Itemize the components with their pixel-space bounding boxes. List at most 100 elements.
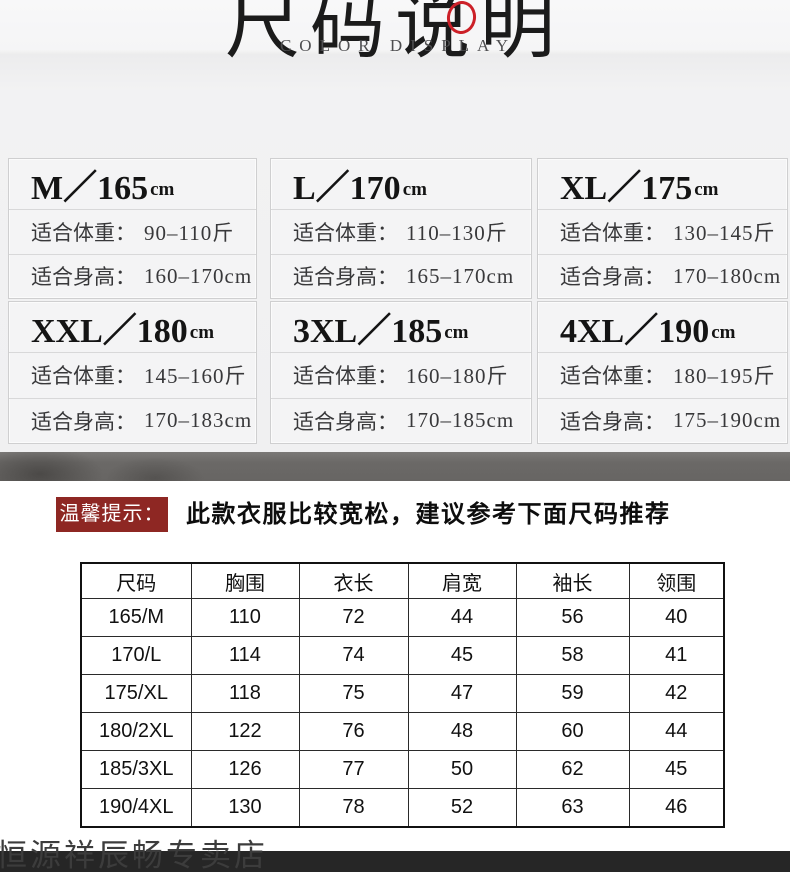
height-label: 适合身高： (31, 409, 136, 434)
size-card-l170: L／170 cm 适合体重： 110–130斤 适合身高： 165–170cm (270, 158, 532, 299)
weight-value: 110–130斤 (406, 220, 508, 245)
tip-badge: 温馨提示： (56, 497, 168, 532)
cell-sleeve: 59 (515, 674, 630, 713)
height-value: 170–180cm (673, 263, 782, 288)
size-unit: cm (711, 322, 736, 343)
photo-strip (0, 452, 790, 481)
cell-shoulder: 47 (407, 674, 517, 713)
table-header-row: 尺码 胸围 衣长 肩宽 袖长 领围 (80, 562, 725, 599)
height-value: 170–185cm (406, 408, 515, 433)
table-row: 165/M 110 72 44 56 40 (80, 598, 725, 637)
size-value: L／170 (293, 169, 401, 207)
cell-size: 165/M (80, 598, 192, 637)
size-card-title: XXL／180 cm (9, 302, 256, 352)
height-row: 适合身高： 160–170cm (9, 253, 256, 299)
size-unit: cm (694, 179, 719, 200)
cell-sleeve: 58 (515, 636, 630, 675)
cell-size: 190/4XL (80, 788, 192, 828)
col-header-size: 尺码 (80, 562, 192, 599)
weight-row: 适合体重： 110–130斤 (271, 209, 531, 254)
height-value: 165–170cm (406, 263, 515, 288)
cell-sleeve: 63 (515, 788, 630, 828)
cell-sleeve: 56 (515, 598, 630, 637)
weight-label: 适合体重： (31, 364, 136, 389)
cell-length: 76 (298, 712, 409, 751)
cell-size: 180/2XL (80, 712, 192, 751)
cell-shoulder: 52 (407, 788, 517, 828)
col-header-collar: 领围 (628, 562, 725, 599)
cell-collar: 46 (628, 788, 725, 828)
height-label: 适合身高： (31, 265, 136, 290)
col-header-shoulder: 肩宽 (407, 562, 517, 599)
bottom-bar (0, 851, 790, 872)
cell-chest: 114 (190, 636, 300, 675)
weight-row: 适合体重： 130–145斤 (538, 209, 787, 254)
cell-length: 75 (298, 674, 409, 713)
cell-shoulder: 50 (407, 750, 517, 789)
col-header-sleeve: 袖长 (515, 562, 630, 599)
cell-length: 72 (298, 598, 409, 637)
size-unit: cm (150, 179, 175, 200)
size-card-title: 4XL／190 cm (538, 302, 787, 352)
size-card-title: M／165 cm (9, 159, 256, 209)
weight-label: 适合体重： (560, 364, 665, 389)
size-unit: cm (189, 322, 215, 343)
size-value: 3XL／185 (293, 312, 443, 350)
weight-row: 适合体重： 90–110斤 (9, 209, 256, 254)
size-table: 尺码 胸围 衣长 肩宽 袖长 领围 165/M 110 72 44 56 40 … (80, 562, 725, 828)
size-value: XL／175 (560, 169, 693, 207)
size-card-4xl190: 4XL／190 cm 适合体重： 180–195斤 适合身高： 175–190cm (537, 301, 788, 444)
weight-value: 90–110斤 (144, 220, 235, 245)
height-value: 160–170cm (144, 263, 253, 288)
cell-length: 77 (298, 750, 409, 789)
weight-label: 适合体重： (560, 220, 665, 245)
page-subtitle: COLOR DISPLAY (279, 36, 517, 55)
size-card-3xl185: 3XL／185 cm 适合体重： 160–180斤 适合身高： 170–185cm (270, 301, 532, 444)
cell-size: 185/3XL (80, 750, 192, 789)
size-value: M／165 (31, 169, 149, 207)
cell-collar: 45 (628, 750, 725, 789)
cell-collar: 42 (628, 674, 725, 713)
table-row: 180/2XL 122 76 48 60 44 (80, 712, 725, 751)
size-card-title: 3XL／185 cm (271, 302, 531, 352)
cell-chest: 110 (190, 598, 300, 637)
height-row: 适合身高： 175–190cm (538, 397, 787, 444)
weight-row: 适合体重： 160–180斤 (271, 352, 531, 398)
weight-value: 180–195斤 (673, 364, 776, 389)
size-unit: cm (402, 179, 427, 200)
weight-value: 145–160斤 (144, 364, 247, 389)
size-card-xl175: XL／175 cm 适合体重： 130–145斤 适合身高： 170–180cm (537, 158, 788, 299)
weight-value: 160–180斤 (406, 364, 509, 389)
height-row: 适合身高： 165–170cm (271, 253, 531, 299)
cell-chest: 126 (190, 750, 300, 789)
weight-label: 适合体重： (31, 220, 136, 245)
weight-value: 130–145斤 (673, 220, 776, 245)
size-card-m165: M／165 cm 适合体重： 90–110斤 适合身高： 160–170cm (8, 158, 257, 299)
height-label: 适合身高： (560, 409, 665, 434)
height-label: 适合身高： (293, 265, 398, 290)
table-row: 175/XL 118 75 47 59 42 (80, 674, 725, 713)
cell-length: 78 (298, 788, 409, 828)
cell-collar: 40 (628, 598, 725, 637)
weight-label: 适合体重： (293, 220, 398, 245)
cell-chest: 130 (190, 788, 300, 828)
height-value: 170–183cm (144, 408, 253, 433)
cell-length: 74 (298, 636, 409, 675)
cell-size: 170/L (80, 636, 192, 675)
store-name: 恒源祥辰畅专卖店 (0, 838, 268, 872)
col-header-chest: 胸围 (190, 562, 300, 599)
cell-shoulder: 48 (407, 712, 517, 751)
cell-shoulder: 44 (407, 598, 517, 637)
cell-collar: 41 (628, 636, 725, 675)
size-value: 4XL／190 (560, 312, 710, 350)
size-card-title: L／170 cm (271, 159, 531, 209)
cell-sleeve: 60 (515, 712, 630, 751)
size-card-title: XL／175 cm (538, 159, 787, 209)
table-row: 190/4XL 130 78 52 63 46 (80, 788, 725, 828)
table-row: 170/L 114 74 45 58 41 (80, 636, 725, 675)
height-label: 适合身高： (560, 265, 665, 290)
cell-size: 175/XL (80, 674, 192, 713)
height-row: 适合身高： 170–185cm (271, 397, 531, 444)
height-label: 适合身高： (293, 409, 398, 434)
